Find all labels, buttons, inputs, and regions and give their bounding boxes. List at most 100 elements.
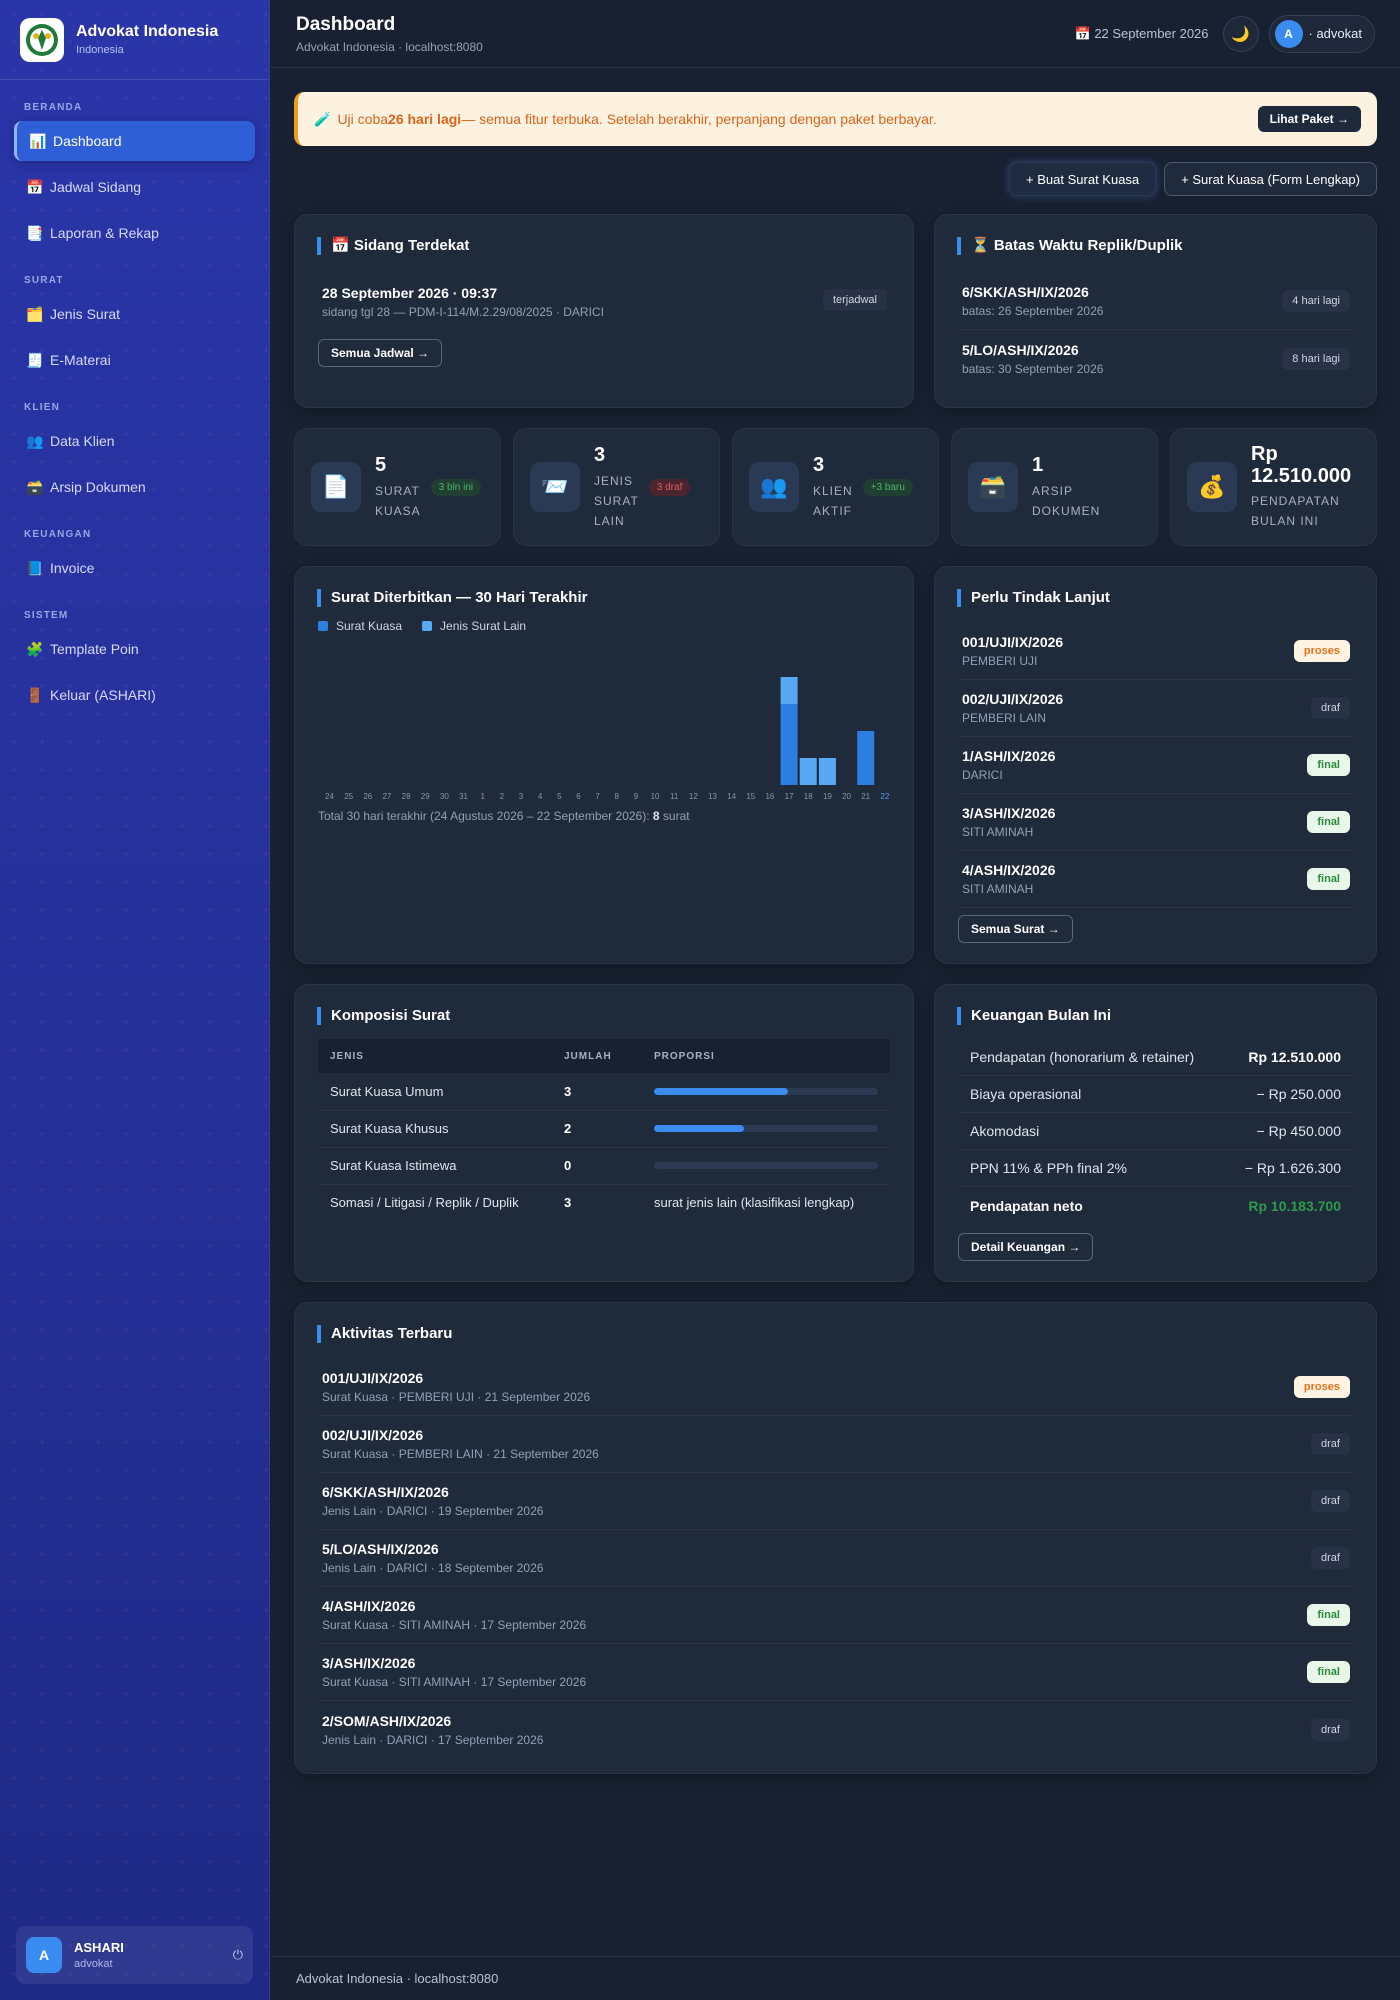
x-tick-label: 26 — [363, 792, 372, 801]
topbar: Dashboard Advokat Indonesia · localhost:… — [271, 0, 1400, 68]
list-item[interactable]: 6/SKK/ASH/IX/2026 batas: 26 September 202… — [958, 273, 1353, 330]
sidebar-item-label: Dashboard — [53, 133, 122, 149]
list-item[interactable]: 2/SOM/ASH/IX/2026 Jenis Lain · DARICI · 1… — [318, 1701, 1353, 1758]
sidebar-item-invoice[interactable]: 📘 Invoice — [14, 548, 255, 588]
stat-label-line: KUASA — [375, 503, 421, 518]
sidebar-item-keluar[interactable]: 🚪 Keluar (ASHARI) — [14, 675, 255, 715]
finance-row: Pendapatan (honorarium & retainer) Rp 12.… — [958, 1039, 1353, 1076]
list-item[interactable]: 4/ASH/IX/2026 Surat Kuasa · SITI AMINAH ·… — [318, 1587, 1353, 1644]
stat-label: SURAT KUASA — [375, 481, 421, 521]
arsip-dokumen-icon: 🗃️ — [968, 462, 1018, 512]
stat-label: PENDAPATAN BULAN INI — [1251, 491, 1371, 531]
stat-value: 5 — [375, 453, 387, 476]
stat-card-klien-aktif[interactable]: 👥 3 KLIEN AKTIF +3 baru — [732, 428, 939, 546]
list-item[interactable]: 3/ASH/IX/2026 Surat Kuasa · SITI AMINAH ·… — [318, 1644, 1353, 1701]
stat-label-line: AKTIF — [813, 503, 853, 518]
trial-days: 26 hari lagi — [388, 111, 462, 127]
stat-card-pendapatan[interactable]: 💰 Rp 12.510.000 PENDAPATAN BULAN INI — [1170, 428, 1377, 546]
current-date: 📅 22 September 2026 — [1074, 25, 1209, 41]
lihat-paket-button[interactable]: Lihat Paket → — [1257, 106, 1361, 132]
status-badge: 4 hari lagi — [1282, 290, 1350, 312]
status-badge: draf — [1311, 1718, 1350, 1741]
deadline-text: batas: 30 September 2026 — [962, 361, 1104, 376]
table-row: Surat Kuasa Khusus 2 — [318, 1110, 890, 1148]
surat-number: 6/SKK/ASH/IX/2026 — [322, 1484, 449, 1500]
sidebar-item-label: Jenis Surat — [50, 306, 121, 322]
x-tick-label: 29 — [421, 792, 430, 801]
sidebar-item-arsip-dokumen[interactable]: 🗃️ Arsip Dokumen — [14, 467, 255, 507]
card-title: 📅 Sidang Terdekat — [317, 237, 469, 255]
sidebar-item-label: Keluar (ASHARI) — [50, 687, 156, 703]
surat-kuasa-icon: 📄 — [311, 462, 361, 512]
power-icon[interactable]: ⏻ — [232, 1947, 243, 1962]
user-menu-button[interactable]: A · advokat — [1268, 14, 1375, 53]
sidebar-item-e-materai[interactable]: 🧾 E-Materai — [14, 340, 255, 380]
sidebar-item-template-poin[interactable]: 🧩 Template Poin — [14, 629, 255, 669]
invoice-icon: 📘 — [26, 559, 44, 576]
klien-aktif-icon: 👥 — [749, 462, 799, 512]
list-item[interactable]: 001/UJI/IX/2026 PEMBERI UJI proses — [958, 623, 1353, 680]
proporsi-cell — [642, 1110, 890, 1148]
list-item[interactable]: 4/ASH/IX/2026 SITI AMINAH final — [958, 851, 1353, 908]
jumlah-cell: 3 — [564, 1195, 572, 1211]
list-item[interactable]: 002/UJI/IX/2026 PEMBERI LAIN draf — [958, 680, 1353, 737]
list-item[interactable]: 5/LO/ASH/IX/2026 Jenis Lain · DARICI · 18… — [318, 1530, 1353, 1587]
x-tick-label: 1 — [480, 792, 485, 801]
stat-label-line: JENIS — [594, 473, 634, 488]
sidebar-item-label: Data Klien — [50, 433, 115, 449]
list-item[interactable]: 3/ASH/IX/2026 SITI AMINAH final — [958, 794, 1353, 851]
list-item[interactable]: 6/SKK/ASH/IX/2026 Jenis Lain · DARICI · 1… — [318, 1473, 1353, 1530]
stat-card-jenis-surat-lain[interactable]: 📨 3 JENIS SURAT LAIN 3 draf — [513, 428, 720, 546]
semua-jadwal-button[interactable]: Semua Jadwal → — [318, 339, 443, 367]
sidebar-item-jenis-surat[interactable]: 🗂️ Jenis Surat — [14, 294, 255, 334]
surat-kuasa-form-lengkap-button[interactable]: + Surat Kuasa (Form Lengkap) — [1164, 162, 1377, 196]
sidebar-item-laporan-rekap[interactable]: 📑 Laporan & Rekap — [14, 213, 255, 253]
proporsi-bar — [654, 1125, 878, 1132]
surat-number: 4/ASH/IX/2026 — [322, 1598, 416, 1614]
column-header: JENIS — [318, 1039, 552, 1073]
finance-label: Biaya operasional — [970, 1086, 1082, 1102]
sidebar-item-label: E-Materai — [50, 352, 111, 368]
bar-jenis-surat-lain-18 — [799, 758, 817, 785]
sidebar-item-data-klien[interactable]: 👥 Data Klien — [14, 421, 255, 461]
proporsi-cell — [642, 1147, 890, 1185]
brand-title: Advokat Indonesia — [76, 23, 219, 40]
list-item[interactable]: 002/UJI/IX/2026 Surat Kuasa · PEMBERI LAI… — [318, 1416, 1353, 1473]
batas-list: 6/SKK/ASH/IX/2026 batas: 26 September 202… — [958, 273, 1353, 387]
app-logo — [20, 17, 64, 62]
x-tick-label: 19 — [823, 792, 832, 801]
aktivitas-terbaru-card: Aktivitas Terbaru 001/UJI/IX/2026 Surat K… — [294, 1302, 1377, 1774]
content: 🧪 Uji coba 26 hari lagi — semua fitur te… — [294, 92, 1377, 196]
e-materai-icon: 🧾 — [26, 351, 44, 368]
client-name: SITI AMINAH — [962, 825, 1034, 839]
footer-text: Advokat Indonesia · localhost:8080 — [296, 1971, 499, 1986]
jenis-surat-lain-icon: 📨 — [530, 462, 580, 512]
keuangan-list: Pendapatan (honorarium & retainer) Rp 12.… — [958, 1039, 1353, 1224]
status-badge: terjadwal — [822, 289, 887, 311]
proporsi-bar — [654, 1087, 878, 1095]
list-item[interactable]: 1/ASH/IX/2026 DARICI final — [958, 737, 1353, 794]
data-klien-icon: 👥 — [26, 432, 44, 449]
sidebar-user-card[interactable]: A ASHARI advokat ⏻ — [16, 1926, 253, 1984]
semua-surat-button[interactable]: Semua Surat → — [958, 915, 1073, 943]
list-item[interactable]: 001/UJI/IX/2026 Surat Kuasa · PEMBERI UJI… — [318, 1359, 1353, 1416]
sidebar-item-jadwal-sidang[interactable]: 📅 Jadwal Sidang — [14, 167, 255, 207]
stat-card-arsip-dokumen[interactable]: 🗃️ 1 ARSIP DOKUMEN — [951, 428, 1158, 546]
stat-label-line: DOKUMEN — [1032, 503, 1101, 518]
status-badge: draf — [1311, 697, 1350, 719]
user-role: advokat — [74, 1958, 113, 1970]
main-area: Dashboard Advokat Indonesia · localhost:… — [271, 0, 1400, 2000]
buat-surat-kuasa-button[interactable]: + Buat Surat Kuasa — [1009, 162, 1157, 196]
surat-number: 4/ASH/IX/2026 — [962, 862, 1056, 878]
stat-label-line: LAIN — [594, 513, 625, 528]
stat-label-line: SURAT — [375, 483, 420, 498]
list-item[interactable]: 5/LO/ASH/IX/2026 batas: 30 September 2026… — [958, 330, 1353, 387]
stat-card-surat-kuasa[interactable]: 📄 5 SURAT KUASA 3 bln ini — [294, 428, 501, 546]
nav-group-label: SISTEM — [24, 610, 69, 621]
jenis-cell: Surat Kuasa Khusus — [318, 1110, 552, 1148]
chart-footer-pre: Total 30 hari terakhir (24 Agustus 2026 … — [318, 809, 653, 823]
sidebar-item-dashboard[interactable]: 📊 Dashboard — [14, 121, 255, 161]
detail-keuangan-button[interactable]: Detail Keuangan → — [958, 1233, 1094, 1261]
theme-toggle-button[interactable]: 🌙 — [1222, 15, 1259, 52]
sidebar-nav: BERANDA 📊 Dashboard 📅 Jadwal Sidang 📑 Laporan … — [0, 80, 269, 729]
